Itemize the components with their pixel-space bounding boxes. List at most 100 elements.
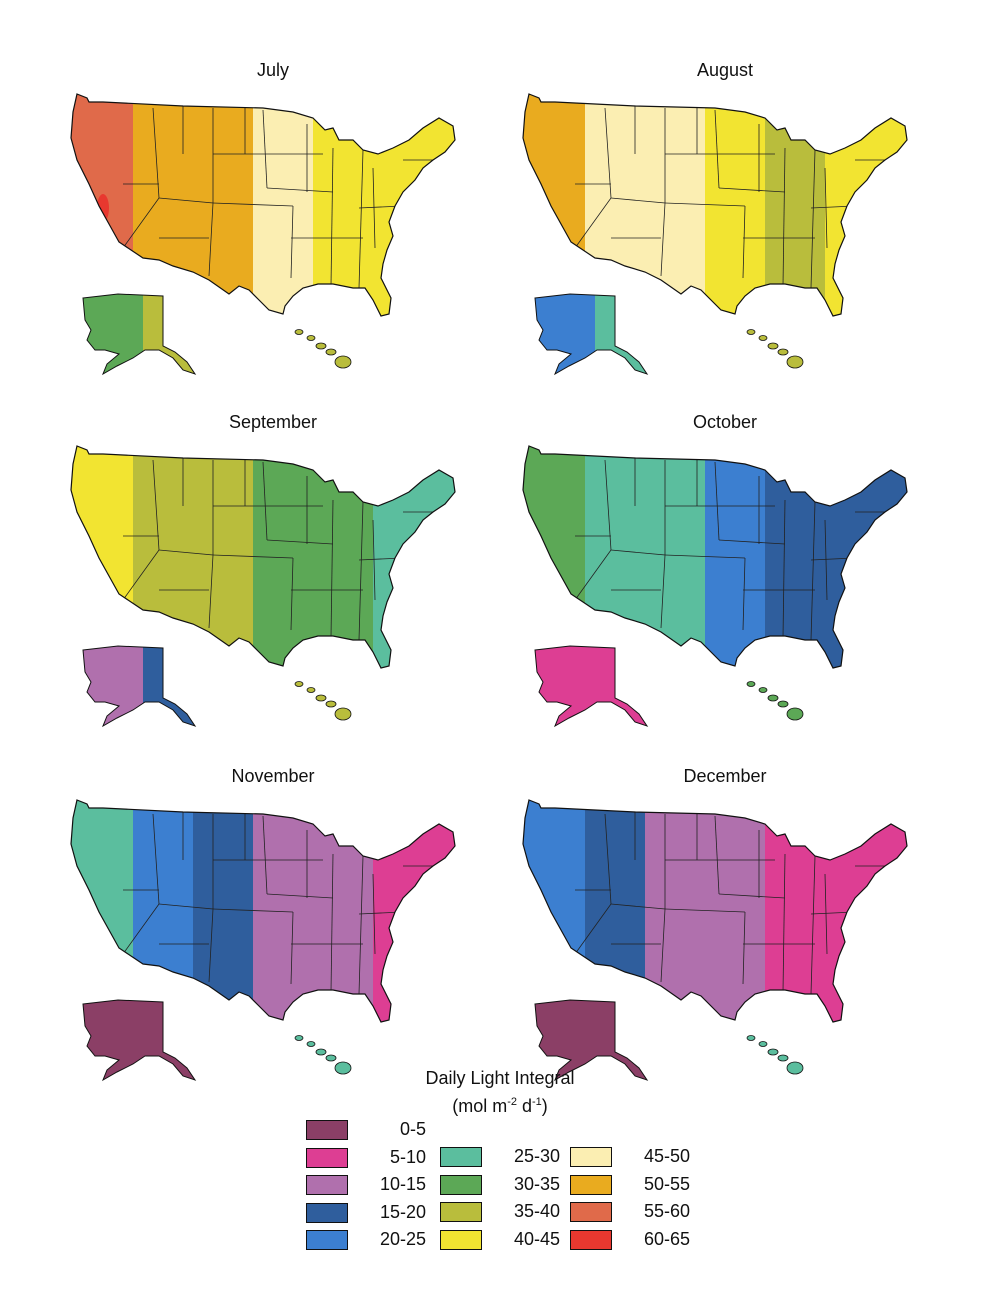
hawaii-island <box>758 335 768 341</box>
hawaii-island <box>777 1054 789 1062</box>
state-border <box>212 202 294 207</box>
map-panel-july: July <box>63 60 483 376</box>
alaska-east-fill <box>143 646 195 726</box>
legend-column-1: 0-5 5-10 10-15 15-20 20-25 <box>306 1118 456 1256</box>
hawaii-island <box>334 355 352 369</box>
legend-label: 50-55 <box>643 1173 690 1194</box>
state-border <box>262 109 268 189</box>
alaska-east-fill <box>595 646 647 726</box>
hawaii-island <box>306 1041 316 1047</box>
conus-outline <box>522 93 908 317</box>
legend-item: 60-65 <box>570 1228 720 1256</box>
hawaii-island <box>294 1035 304 1041</box>
legend-label: 15-20 <box>379 1201 426 1222</box>
hawaii-island <box>334 1061 352 1075</box>
state-border <box>372 873 376 955</box>
map-panel-november: November <box>63 766 483 1082</box>
state-border <box>290 205 294 279</box>
alaska-outline <box>534 645 649 728</box>
dli-band <box>523 94 586 316</box>
hawaii-island <box>746 329 756 335</box>
hawaii-island <box>325 348 337 356</box>
legend-label: 40-45 <box>513 1228 560 1249</box>
conus-outline <box>522 445 908 669</box>
state-border <box>266 893 334 899</box>
legend-item: 0-5 <box>306 1118 456 1146</box>
state-border <box>718 893 786 899</box>
legend-item: 20-25 <box>306 1228 456 1256</box>
hawaii-island <box>746 1035 756 1041</box>
legend-swatch <box>306 1175 348 1195</box>
legend-swatch <box>570 1202 612 1222</box>
map-panel-december: December <box>515 766 935 1082</box>
hawaii-island <box>786 355 804 369</box>
state-border <box>782 499 786 639</box>
legend-swatch <box>570 1229 612 1250</box>
hawaii-island <box>334 707 352 721</box>
legend-swatch <box>306 1147 348 1168</box>
alaska-east-fill <box>595 294 647 374</box>
legend-item: 45-50 <box>570 1145 720 1173</box>
alaska-outline <box>82 293 197 376</box>
legend-swatch <box>570 1147 612 1167</box>
map-title: November <box>231 766 315 786</box>
legend-title: Daily Light Integral (mol m-2 d-1) <box>350 1066 650 1118</box>
state-border <box>718 187 786 193</box>
state-border <box>372 519 376 601</box>
map-panel-october: October <box>515 412 935 728</box>
legend-label: 30-35 <box>513 1173 560 1194</box>
state-border <box>742 205 746 279</box>
dli-band <box>523 800 586 1022</box>
dli-band <box>253 94 314 316</box>
hawaii-island <box>767 342 779 350</box>
dli-band <box>253 446 314 668</box>
us-map-july <box>70 93 456 376</box>
legend-item: 35-40 <box>440 1200 590 1228</box>
state-border <box>266 539 334 545</box>
legend-label: 35-40 <box>513 1201 560 1221</box>
hawaii-island <box>306 687 316 693</box>
legend-item: 5-10 <box>306 1146 456 1174</box>
us-map-december <box>522 799 908 1082</box>
dli-band <box>71 800 134 1022</box>
hawaii-island <box>315 694 327 702</box>
state-border <box>810 855 816 995</box>
dli-band <box>133 446 194 668</box>
alaska-outline <box>82 999 197 1082</box>
conus-outline <box>70 445 456 669</box>
legend-item: 30-35 <box>440 1173 590 1201</box>
alaska-outline <box>82 645 197 728</box>
state-border <box>810 149 816 289</box>
legend-label: 10-15 <box>379 1174 426 1194</box>
legend-item: 50-55 <box>570 1173 720 1201</box>
state-border <box>212 908 294 913</box>
legend-swatch <box>306 1120 348 1140</box>
hawaii-island <box>767 1048 779 1056</box>
state-border <box>330 853 334 993</box>
map-panel-september: September <box>63 412 483 728</box>
legend-item: 40-45 <box>440 1228 590 1256</box>
state-border <box>824 167 828 249</box>
legend-swatch <box>440 1202 482 1222</box>
state-border <box>290 557 294 631</box>
state-border <box>824 873 828 955</box>
state-border <box>714 461 720 541</box>
map-title: August <box>696 60 754 80</box>
hawaii-island <box>786 1061 804 1075</box>
state-border <box>212 554 294 559</box>
hawaii-island <box>306 335 316 341</box>
us-map-october <box>522 445 908 728</box>
hawaii-island <box>294 681 304 687</box>
state-border <box>358 149 364 289</box>
legend-label: 60-65 <box>643 1228 690 1249</box>
dli-band <box>133 94 194 316</box>
state-border <box>824 519 828 601</box>
map-panel-august: August <box>515 60 935 376</box>
legend-label: 0-5 <box>399 1119 426 1139</box>
dli-band <box>585 800 646 1022</box>
us-map-august <box>522 93 908 376</box>
us-map-november <box>70 799 456 1082</box>
legend-item: 55-60 <box>570 1200 720 1228</box>
legend-column-2: 25-30 30-35 35-40 40-45 <box>440 1145 590 1255</box>
state-border <box>358 855 364 995</box>
